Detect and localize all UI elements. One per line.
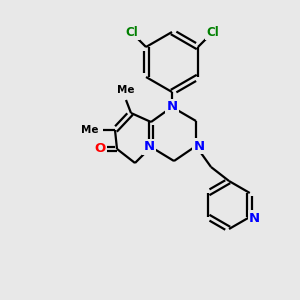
Text: Me: Me bbox=[117, 85, 135, 95]
Text: Me: Me bbox=[82, 125, 99, 135]
Text: N: N bbox=[249, 212, 260, 224]
Text: N: N bbox=[194, 140, 205, 152]
Text: Cl: Cl bbox=[207, 26, 219, 38]
Text: N: N bbox=[143, 140, 155, 154]
Text: Cl: Cl bbox=[126, 26, 138, 38]
Text: N: N bbox=[167, 100, 178, 113]
Text: O: O bbox=[94, 142, 106, 155]
